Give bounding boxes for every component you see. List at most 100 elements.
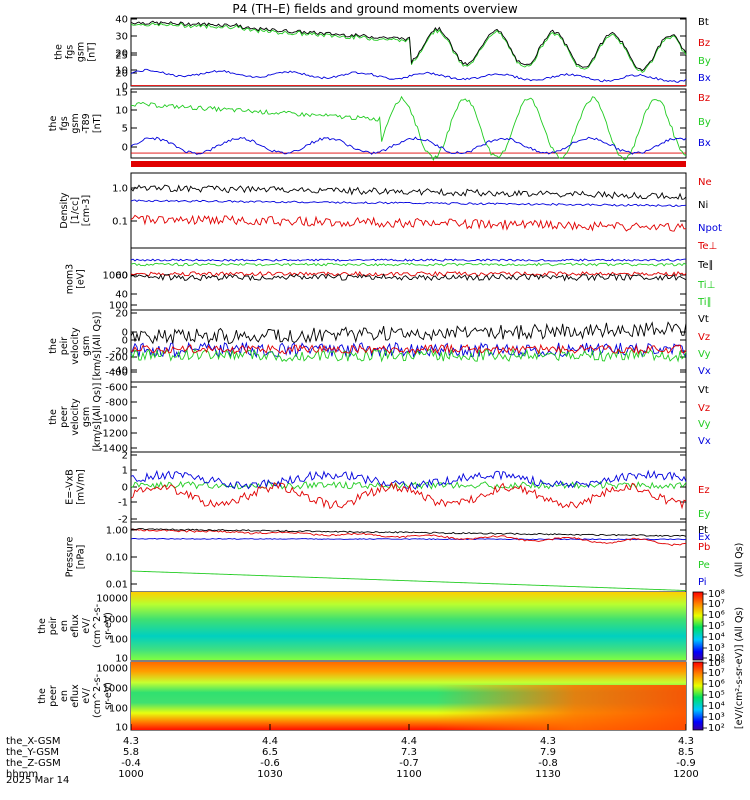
y-tick-label: 10 bbox=[115, 106, 128, 117]
y-axis-label-line: eflux bbox=[70, 684, 81, 708]
legend-dens-Npot: Npot bbox=[698, 223, 722, 234]
x-row-value: 1100 bbox=[396, 769, 421, 780]
y-tick-label: 0 bbox=[122, 328, 128, 339]
y-axis-label-line: peer bbox=[59, 406, 70, 428]
y-axis-label-spec2: the peer en eflux eV/(cm^2-s-sr-eV) bbox=[37, 674, 114, 718]
y-tick-label: -1200 bbox=[99, 429, 128, 440]
legend-temp-Ti∥: Ti∥ bbox=[697, 297, 712, 308]
y-tick-label: 0.01 bbox=[106, 580, 128, 591]
y-tick-label: 40 bbox=[115, 15, 128, 26]
x-row-name: hhmm bbox=[6, 769, 38, 780]
legend-peir-Vx: Vx bbox=[698, 366, 711, 377]
y-axis-label-line: [mV/m] bbox=[76, 469, 87, 505]
series-line bbox=[130, 262, 687, 267]
legend-efield-Ey: Ey bbox=[698, 509, 710, 520]
y-tick-label: 30 bbox=[115, 32, 128, 43]
y-axis-label-line: velocity bbox=[70, 398, 81, 436]
x-row-name: the_Y-GSM bbox=[6, 747, 59, 758]
legend-peer-Vz: Vz bbox=[698, 403, 710, 414]
x-row-name: the_X-GSM bbox=[6, 736, 60, 747]
y-tick-label: 60 bbox=[115, 271, 128, 282]
y-axis-label-fgs1: the fgs gsm [nT] bbox=[54, 42, 98, 62]
series-line bbox=[130, 68, 687, 83]
colorbar-tick-label: 10² bbox=[708, 723, 725, 734]
x-row-value: 4.3 bbox=[123, 736, 139, 747]
y-tick-label: 0 bbox=[122, 143, 128, 154]
x-row-value: -0.7 bbox=[399, 758, 419, 769]
legend-peir-Vy: Vy bbox=[698, 349, 711, 360]
pressure-note: (All Qs) bbox=[734, 543, 745, 578]
colorbar-peir bbox=[692, 591, 704, 661]
legend-dens-Ne: Ne bbox=[698, 177, 712, 188]
y-tick-label: 0.1 bbox=[112, 217, 128, 228]
x-row-value: -0.9 bbox=[676, 758, 696, 769]
series-line bbox=[130, 528, 687, 537]
x-row-value: 7.3 bbox=[401, 747, 417, 758]
colorbar-tick-label: 10⁸ bbox=[708, 658, 725, 669]
legend-peir-Vz: Vz bbox=[698, 332, 710, 343]
y-tick-label: -1000 bbox=[99, 414, 128, 425]
legend-efield-Ex: Ex bbox=[698, 532, 710, 543]
y-axis-label-press: Pressure [nPa] bbox=[65, 537, 87, 578]
colorbar-tick-label: 10⁵ bbox=[708, 621, 725, 632]
y-tick-label: -200 bbox=[105, 353, 128, 364]
y-tick-label: 0.10 bbox=[106, 553, 128, 564]
y-tick-label: -600 bbox=[105, 383, 128, 394]
legend-efield-Ez: Ez bbox=[698, 485, 710, 496]
legend-fgs2-By: By bbox=[698, 117, 711, 128]
colorbar-label: [eV/(cm²-s-sr-eV)] (All Qs) bbox=[734, 607, 745, 729]
x-row-value: -0.8 bbox=[538, 758, 558, 769]
legend-fgs2-Bz: Bz bbox=[698, 93, 710, 104]
y-tick-label: 1.00 bbox=[106, 526, 128, 537]
x-row-value: -0.4 bbox=[121, 758, 141, 769]
y-axis-label-line: [km/s](All Qs)] bbox=[92, 383, 103, 452]
colorbar-tick-label: 10⁴ bbox=[708, 701, 725, 712]
y-axis-label-line: (cm^2-s- bbox=[92, 674, 103, 718]
x-row-value: 7.9 bbox=[540, 747, 556, 758]
date-label: 2025 Mar 14 bbox=[6, 775, 69, 786]
y-axis-label-line: [eV] bbox=[76, 269, 87, 289]
colorbar-ticks: 10²10³10⁴10⁵10⁶10⁷10⁸10²10³10⁴10⁵10⁶10⁷1… bbox=[703, 589, 725, 734]
panel-frame-dens bbox=[130, 172, 687, 249]
y-tick-label: 15 bbox=[115, 88, 128, 99]
y-axis-label-line: [1/cc] bbox=[70, 197, 81, 224]
y-axis-label-line: eflux bbox=[70, 614, 81, 638]
legend-temp-Te⊥: Te⊥ bbox=[697, 241, 717, 252]
quality-flag-bar bbox=[131, 161, 686, 167]
series-line bbox=[130, 273, 687, 282]
legend-fgs2-Bx: Bx bbox=[698, 138, 711, 149]
legend-dens-Ni: Ni bbox=[698, 200, 708, 211]
series-line bbox=[130, 481, 687, 510]
legend-peer-Vt: Vt bbox=[698, 385, 709, 396]
y-axis-label-line: (cm^2-s- bbox=[92, 604, 103, 648]
y-axis-label-line: the bbox=[37, 618, 48, 634]
legend-peir-Vt: Vt bbox=[698, 314, 709, 325]
y-axis-label-line: [km/s](All Qs)] bbox=[92, 312, 103, 381]
y-axis-label-line: the bbox=[48, 409, 59, 425]
legend-fgs1-Bx: Bx bbox=[698, 73, 711, 84]
y-axis-label-line: the bbox=[48, 116, 59, 132]
series-line bbox=[130, 528, 687, 547]
x-row-value: 4.4 bbox=[262, 736, 278, 747]
x-row-value: 1200 bbox=[673, 769, 698, 780]
legend-peer-Vy: Vy bbox=[698, 419, 711, 430]
y-axis-label-efield: E=-VxB [mV/m] bbox=[65, 469, 87, 505]
y-axis-label-line: the bbox=[37, 688, 48, 704]
y-tick-label: -1 bbox=[118, 498, 128, 509]
y-axis-label-line: mom3 bbox=[65, 264, 76, 294]
y-tick-label: 1.0 bbox=[112, 184, 128, 195]
colorbar-tick-label: 10² bbox=[708, 653, 725, 664]
series-line bbox=[130, 347, 687, 363]
series-line bbox=[130, 199, 687, 208]
y-tick-label: 2 bbox=[122, 451, 128, 462]
y-tick-label: -800 bbox=[105, 398, 128, 409]
y-axis-label-line: E=-VxB bbox=[65, 469, 76, 504]
y-tick-label: 0 bbox=[122, 336, 128, 347]
y-axis-label-line: velocity bbox=[70, 327, 81, 365]
y-axis-label-line: [nT] bbox=[87, 42, 98, 61]
y-axis-label-line: eV/ bbox=[81, 687, 92, 703]
x-row-name: the_Z-GSM bbox=[6, 758, 61, 769]
y-axis-label-fgs2: the fgs gsm -T89 [nT] bbox=[48, 113, 103, 133]
y-axis-label-line: gsm bbox=[70, 113, 81, 133]
